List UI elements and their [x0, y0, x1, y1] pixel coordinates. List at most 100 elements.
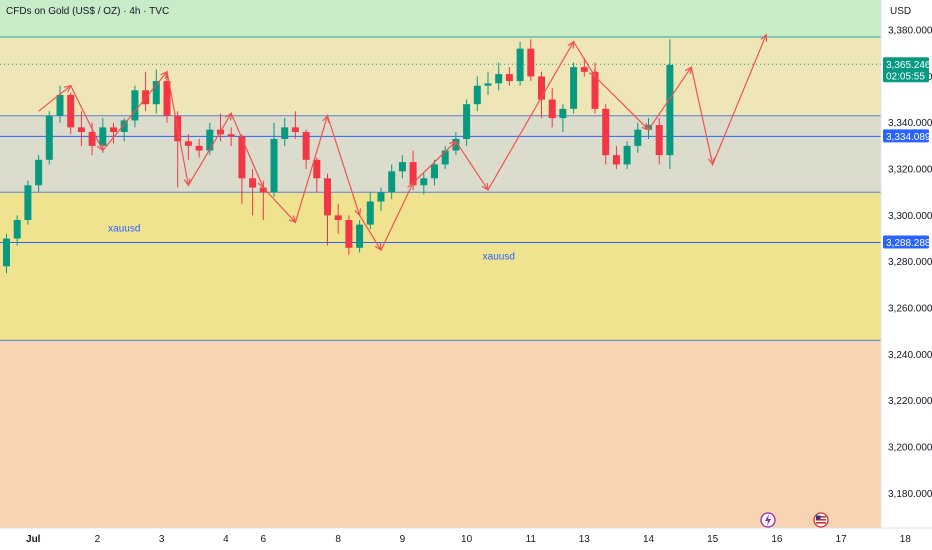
candle-body [24, 185, 32, 220]
candle-body [527, 48, 535, 77]
candle-body [67, 94, 75, 128]
candle-body [131, 90, 139, 121]
countdown-label: 02:05:55 [886, 71, 925, 82]
candle-body [238, 136, 246, 179]
time-axis-panel[interactable] [0, 528, 881, 550]
zigzag-arrowhead [707, 157, 715, 166]
zigzag-arrowhead [567, 40, 575, 49]
orange-zone [0, 340, 881, 528]
zigzag-arrowhead [481, 182, 489, 192]
zigzag-arrowhead [322, 114, 330, 123]
time-axis-ticks: Jul 2 3 4 6 8 9 10 11 13 14 15 16 17 18 [26, 534, 911, 545]
x-tick-label: 17 [836, 534, 848, 545]
zigzag-arrowhead [63, 84, 72, 93]
candle-body [645, 125, 652, 130]
price-axis-panel[interactable] [881, 0, 932, 528]
candle-body [77, 127, 85, 132]
zigzag-arrowhead [225, 112, 232, 121]
x-tick-label: 11 [526, 534, 537, 545]
zigzag-arrowhead [160, 70, 168, 79]
zigzag-arrowhead [288, 215, 297, 224]
candle-body [538, 76, 545, 100]
candle-body [495, 74, 503, 84]
candle-body [313, 159, 321, 179]
x-tick-label: 15 [707, 534, 719, 545]
candle-body [3, 238, 10, 267]
us-flag-event-icon[interactable] [813, 512, 829, 528]
chart-annotations: xauusd xauusd [108, 224, 515, 263]
candle-body [356, 224, 364, 248]
y-tick-label: 3,220.000 [888, 396, 932, 407]
x-tick-label: Jul [26, 534, 41, 545]
price-badge [883, 129, 929, 143]
candle-body [420, 178, 428, 186]
candle-body [612, 155, 620, 165]
yellow-zone [0, 192, 881, 341]
zigzag-arrowhead [183, 178, 191, 187]
candle-body [431, 164, 438, 179]
candle-body [409, 162, 417, 186]
flash-event-icon[interactable] [760, 512, 776, 528]
x-tick-label: 2 [95, 534, 101, 545]
zigzag-arrowhead [257, 180, 265, 189]
y-tick-label: 3,300.000 [888, 211, 932, 222]
candle-body [345, 220, 353, 248]
chart-title: CFDs on Gold (US$ / OZ) · 4h · TVC [6, 6, 169, 17]
candle-body [88, 132, 96, 146]
zigzag-arrowhead [449, 140, 457, 149]
x-tick-label: 16 [771, 534, 783, 545]
zigzag-arrowhead [407, 181, 414, 190]
price-badge-label: 3,288.288 [886, 238, 931, 249]
candle-body [559, 108, 567, 119]
y-tick-label: 3,320.000 [888, 165, 932, 176]
gray-zone [0, 115, 881, 193]
candle-body [281, 127, 289, 139]
candle-body [591, 71, 599, 109]
candle-body [634, 129, 642, 146]
zigzag-line [38, 34, 767, 252]
x-tick-label: 9 [400, 534, 406, 545]
x-tick-label: 8 [335, 534, 341, 545]
candle-body [516, 48, 524, 82]
price-badge-label: 3,365.246 [886, 60, 931, 71]
candle-body [334, 215, 342, 220]
candle-body [120, 120, 128, 132]
green-zone [0, 0, 881, 38]
candle-body [505, 74, 513, 82]
y-tick-label: 3,260.000 [888, 304, 932, 315]
candle-body [152, 81, 160, 105]
candle-body [35, 159, 43, 186]
x-tick-label: 6 [261, 534, 267, 545]
y-tick-label: 3,240.000 [888, 350, 932, 361]
y-tick-label: 3,200.000 [888, 442, 932, 453]
x-tick-label: 14 [643, 534, 655, 545]
candle-body [377, 192, 385, 202]
candle-body [441, 150, 449, 165]
y-tick-label: 3,280.000 [888, 257, 932, 268]
candle-body [163, 81, 171, 116]
candle-body [227, 134, 235, 137]
candle-body [388, 171, 396, 193]
y-tick-label: 3,380.000 [888, 26, 932, 37]
candle-body [473, 85, 481, 105]
annotation-label: xauusd [483, 251, 515, 262]
candle-body [655, 125, 663, 156]
currency-label[interactable]: USD [890, 6, 911, 17]
zigzag-arrowhead [641, 122, 650, 131]
zigzag-arrowhead [760, 33, 768, 42]
x-tick-label: 18 [900, 534, 912, 545]
candle-body [366, 201, 374, 225]
x-tick-label: 13 [579, 534, 591, 545]
candle-body [249, 178, 257, 188]
price-badge [883, 235, 929, 249]
candle-body [259, 187, 267, 193]
candle-body [45, 115, 53, 160]
candle-body [452, 138, 460, 151]
candle-body [666, 64, 674, 156]
zigzag-arrowhead [684, 66, 693, 75]
candle-body [195, 145, 203, 151]
x-tick-label: 4 [223, 534, 229, 545]
candle-body [270, 138, 278, 193]
